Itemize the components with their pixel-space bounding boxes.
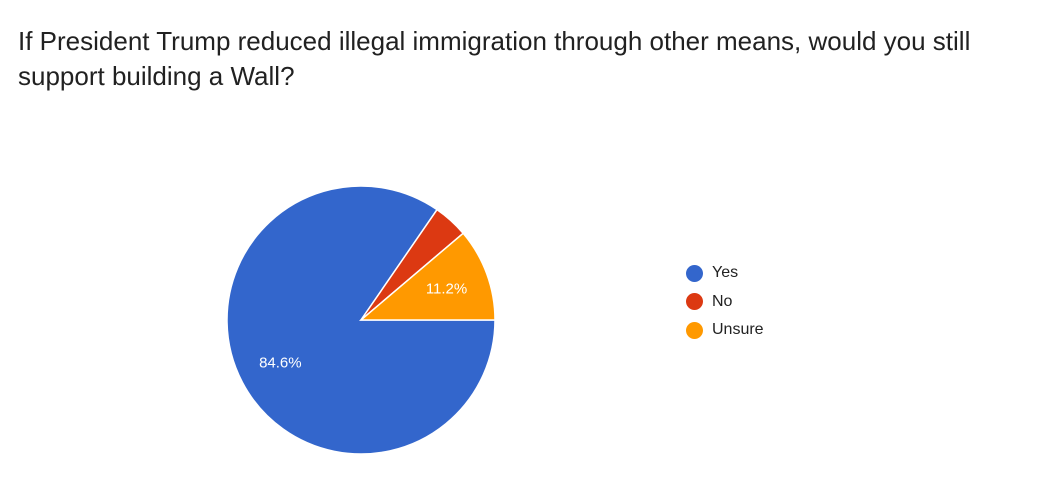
slice-label-yes: 84.6% <box>259 354 302 371</box>
legend-item-yes[interactable]: Yes <box>686 259 764 288</box>
slice-label-unsure: 11.2% <box>426 281 467 298</box>
legend-item-unsure[interactable]: Unsure <box>686 316 764 345</box>
chart-title: If President Trump reduced illegal immig… <box>18 26 971 91</box>
legend-swatch-yes <box>686 264 703 282</box>
legend-label-no: No <box>712 292 733 310</box>
legend-item-no[interactable]: No <box>686 288 764 317</box>
legend-swatch-unsure <box>686 321 703 339</box>
legend-swatch-no <box>686 293 703 311</box>
legend-label-yes: Yes <box>712 264 739 282</box>
legend: Yes No Unsure <box>686 259 764 345</box>
legend-label-unsure: Unsure <box>712 321 764 339</box>
slice-unsure[interactable] <box>358 232 496 321</box>
